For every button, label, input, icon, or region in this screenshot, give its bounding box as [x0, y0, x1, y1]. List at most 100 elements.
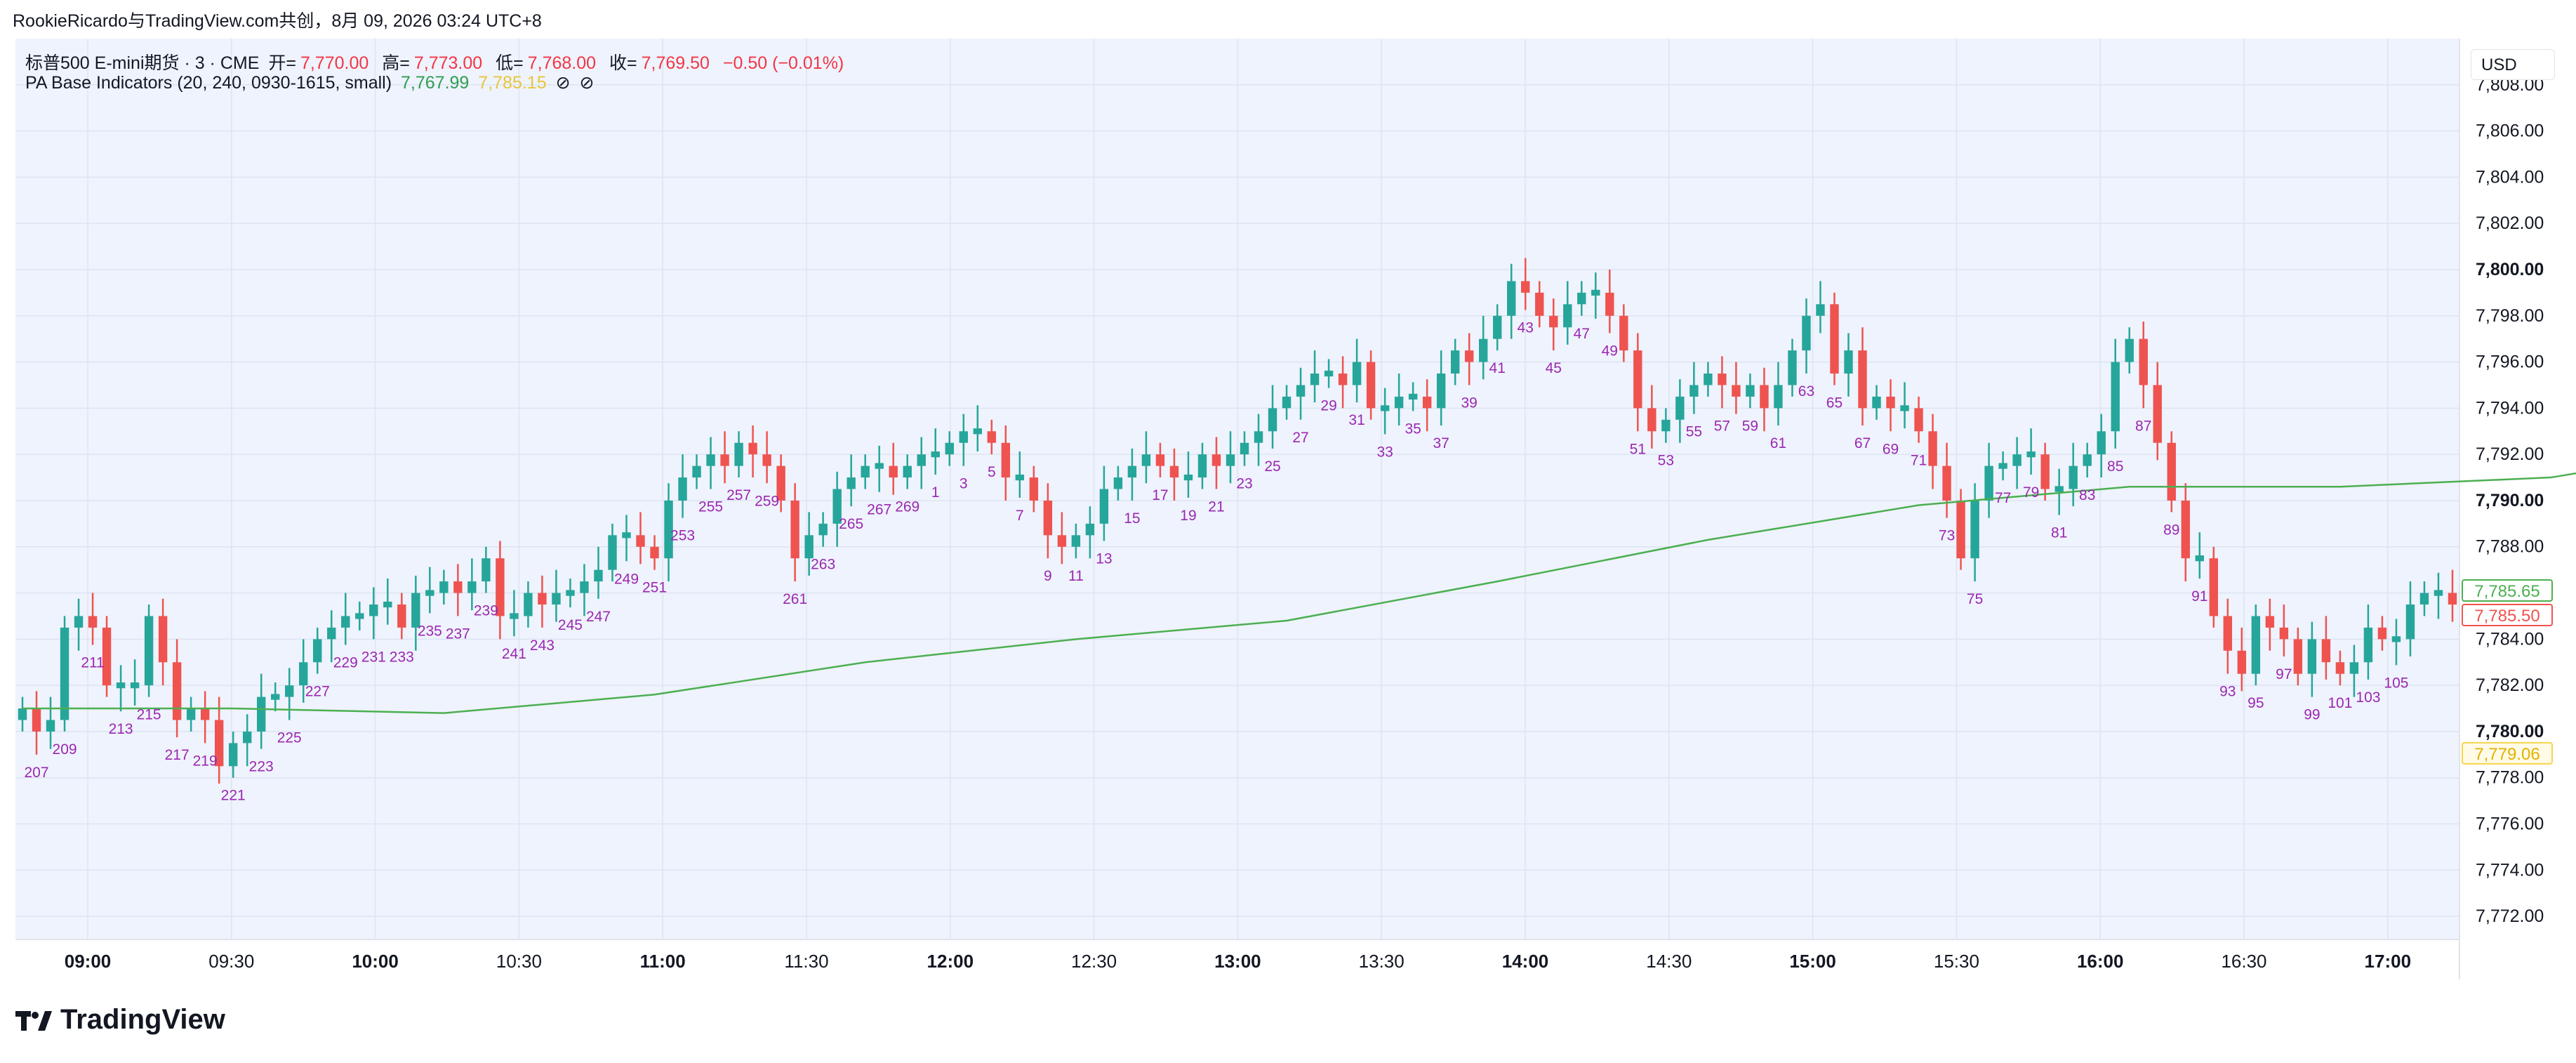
bar-count-label: 79 [2023, 484, 2039, 501]
bullish-candle [1788, 338, 1797, 397]
tradingview-logo[interactable]: TradingView [15, 1004, 225, 1036]
bearish-candle [1043, 483, 1053, 559]
candle-body [678, 477, 687, 501]
candle-body [2335, 662, 2345, 674]
candle-body [18, 708, 27, 720]
brand-name: TradingView [60, 1004, 225, 1035]
bearish-candle [1619, 304, 1628, 362]
symbol-name[interactable]: 标普500 E-mini期货 · 3 · CME [25, 53, 260, 73]
x-tick-label: 11:30 [784, 951, 828, 972]
y-tick-label: 7,796.00 [2476, 352, 2544, 372]
bullish-candle [2111, 338, 2120, 449]
bar-count-label: 51 [1630, 441, 1646, 457]
close-value: 7,769.50 [641, 53, 710, 73]
candle-body [1085, 523, 1095, 536]
candle-body [1394, 396, 1404, 409]
bearish-candle [1830, 292, 1839, 385]
y-tick-label: 7,778.00 [2476, 768, 2544, 788]
bearish-candle [1760, 367, 1769, 432]
ema20-value: 7,767.99 [401, 73, 470, 93]
candles [18, 258, 2457, 784]
candle-body [1450, 350, 1460, 374]
bar-count-label: 239 [474, 603, 498, 619]
candle-body [1211, 454, 1221, 466]
bearish-candle [2448, 569, 2457, 622]
x-tick-label: 16:30 [2221, 951, 2266, 972]
candle-body [2054, 486, 2064, 492]
close-label: 收= [609, 53, 637, 73]
bullish-candle [369, 587, 378, 640]
candle-body [538, 593, 547, 605]
bar-count-label: 41 [1489, 360, 1506, 376]
x-tick-label: 11:00 [640, 951, 686, 972]
candle-body [2419, 593, 2429, 605]
candle-body [1858, 350, 1867, 409]
x-tick-label: 14:30 [1646, 951, 1692, 972]
bar-count-label: 215 [137, 707, 161, 723]
candle-body [2391, 636, 2401, 642]
eye-slash-icon[interactable]: ⊘ [579, 73, 595, 93]
bullish-candle [1254, 414, 1263, 466]
bullish-candle [2405, 581, 2415, 657]
candle-body [734, 442, 743, 466]
candle-body [594, 569, 603, 582]
bullish-candle [664, 483, 673, 582]
candle-body [439, 581, 449, 593]
bullish-candle [1998, 451, 2007, 481]
bar-count-label: 53 [1658, 453, 1674, 469]
indicator-name[interactable]: PA Base Indicators (20, 240, 0930-1615, … [25, 73, 392, 93]
candle-body [1928, 431, 1937, 466]
x-tick-label: 13:30 [1359, 951, 1405, 972]
bearish-candle [2237, 627, 2247, 692]
currency-selector[interactable]: USD [2471, 49, 2555, 80]
candle-body [1760, 385, 1769, 409]
bearish-candle [102, 616, 112, 697]
bar-count-label: 59 [1742, 418, 1758, 434]
bullish-candle [1507, 263, 1516, 339]
candle-body [256, 696, 266, 732]
candle-body [453, 581, 463, 593]
badge-text: 7,785.65 [2474, 582, 2540, 601]
bullish-candle [903, 454, 912, 489]
candle-body [552, 593, 561, 605]
x-tick-label: 12:00 [927, 951, 974, 972]
candle-body [1633, 350, 1642, 409]
bar-count-label: 65 [1826, 395, 1843, 411]
bar-count-label: 29 [1320, 398, 1336, 414]
y-tick-label: 7,782.00 [2476, 675, 2544, 695]
bullish-candle [973, 405, 982, 452]
badge-text: 7,779.06 [2474, 745, 2540, 764]
candle-body [650, 546, 659, 559]
candle-body [1282, 396, 1292, 409]
bearish-candle [776, 454, 785, 513]
eye-slash-icon[interactable]: ⊘ [555, 73, 571, 93]
bullish-candle [2125, 327, 2134, 374]
bearish-candle [1366, 350, 1376, 420]
x-tick-label: 17:00 [2365, 951, 2412, 972]
bearish-candle [1633, 333, 1642, 432]
bullish-candle [1689, 362, 1699, 414]
bar-count-label: 103 [2356, 689, 2380, 706]
candle-body [2012, 454, 2021, 466]
bearish-candle [172, 639, 182, 738]
candle-body [1408, 393, 1418, 400]
bullish-candle [467, 558, 477, 611]
candle-body [1338, 374, 1348, 385]
bullish-candle [1296, 367, 1306, 420]
bullish-candle [1436, 350, 1446, 426]
bar-count-label: 97 [2276, 666, 2292, 682]
bar-count-label: 211 [81, 655, 104, 671]
bearish-candle [214, 696, 224, 784]
candle-body [973, 428, 982, 435]
bullish-candle [818, 512, 828, 547]
candle-body [1675, 396, 1685, 420]
candle-body [2111, 362, 2120, 432]
candle-body [580, 581, 589, 593]
candle-body [2279, 627, 2289, 640]
y-tick-label: 7,772.00 [2476, 906, 2544, 926]
bearish-candle [2167, 431, 2176, 513]
bearish-candle [538, 575, 547, 628]
candle-body [847, 477, 856, 489]
